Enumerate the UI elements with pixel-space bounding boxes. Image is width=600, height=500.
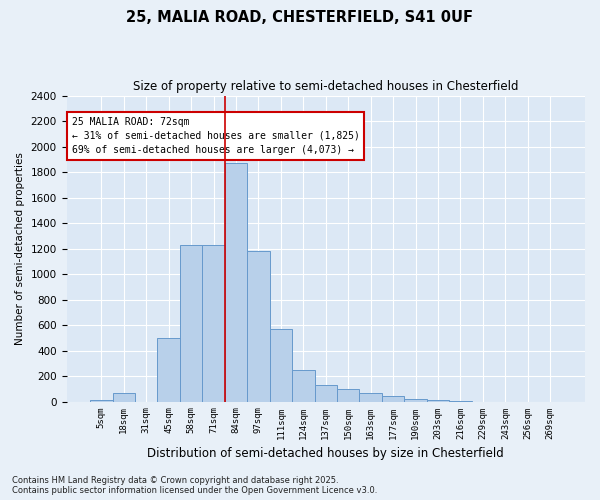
Bar <box>90 400 113 402</box>
Bar <box>337 389 359 402</box>
Bar <box>180 244 202 402</box>
Text: 25, MALIA ROAD, CHESTERFIELD, S41 0UF: 25, MALIA ROAD, CHESTERFIELD, S41 0UF <box>127 10 473 25</box>
Bar <box>113 394 135 402</box>
Bar <box>359 394 382 402</box>
X-axis label: Distribution of semi-detached houses by size in Chesterfield: Distribution of semi-detached houses by … <box>148 447 504 460</box>
Bar <box>382 396 404 402</box>
Bar <box>404 399 427 402</box>
Bar <box>314 385 337 402</box>
Bar <box>292 370 314 402</box>
Bar <box>225 163 247 402</box>
Title: Size of property relative to semi-detached houses in Chesterfield: Size of property relative to semi-detach… <box>133 80 518 93</box>
Bar <box>269 329 292 402</box>
Y-axis label: Number of semi-detached properties: Number of semi-detached properties <box>15 152 25 345</box>
Bar <box>247 251 269 402</box>
Bar <box>427 400 449 402</box>
Bar <box>157 338 180 402</box>
Bar <box>202 244 225 402</box>
Text: 25 MALIA ROAD: 72sqm
← 31% of semi-detached houses are smaller (1,825)
69% of se: 25 MALIA ROAD: 72sqm ← 31% of semi-detac… <box>72 117 359 155</box>
Text: Contains HM Land Registry data © Crown copyright and database right 2025.
Contai: Contains HM Land Registry data © Crown c… <box>12 476 377 495</box>
Bar <box>449 400 472 402</box>
